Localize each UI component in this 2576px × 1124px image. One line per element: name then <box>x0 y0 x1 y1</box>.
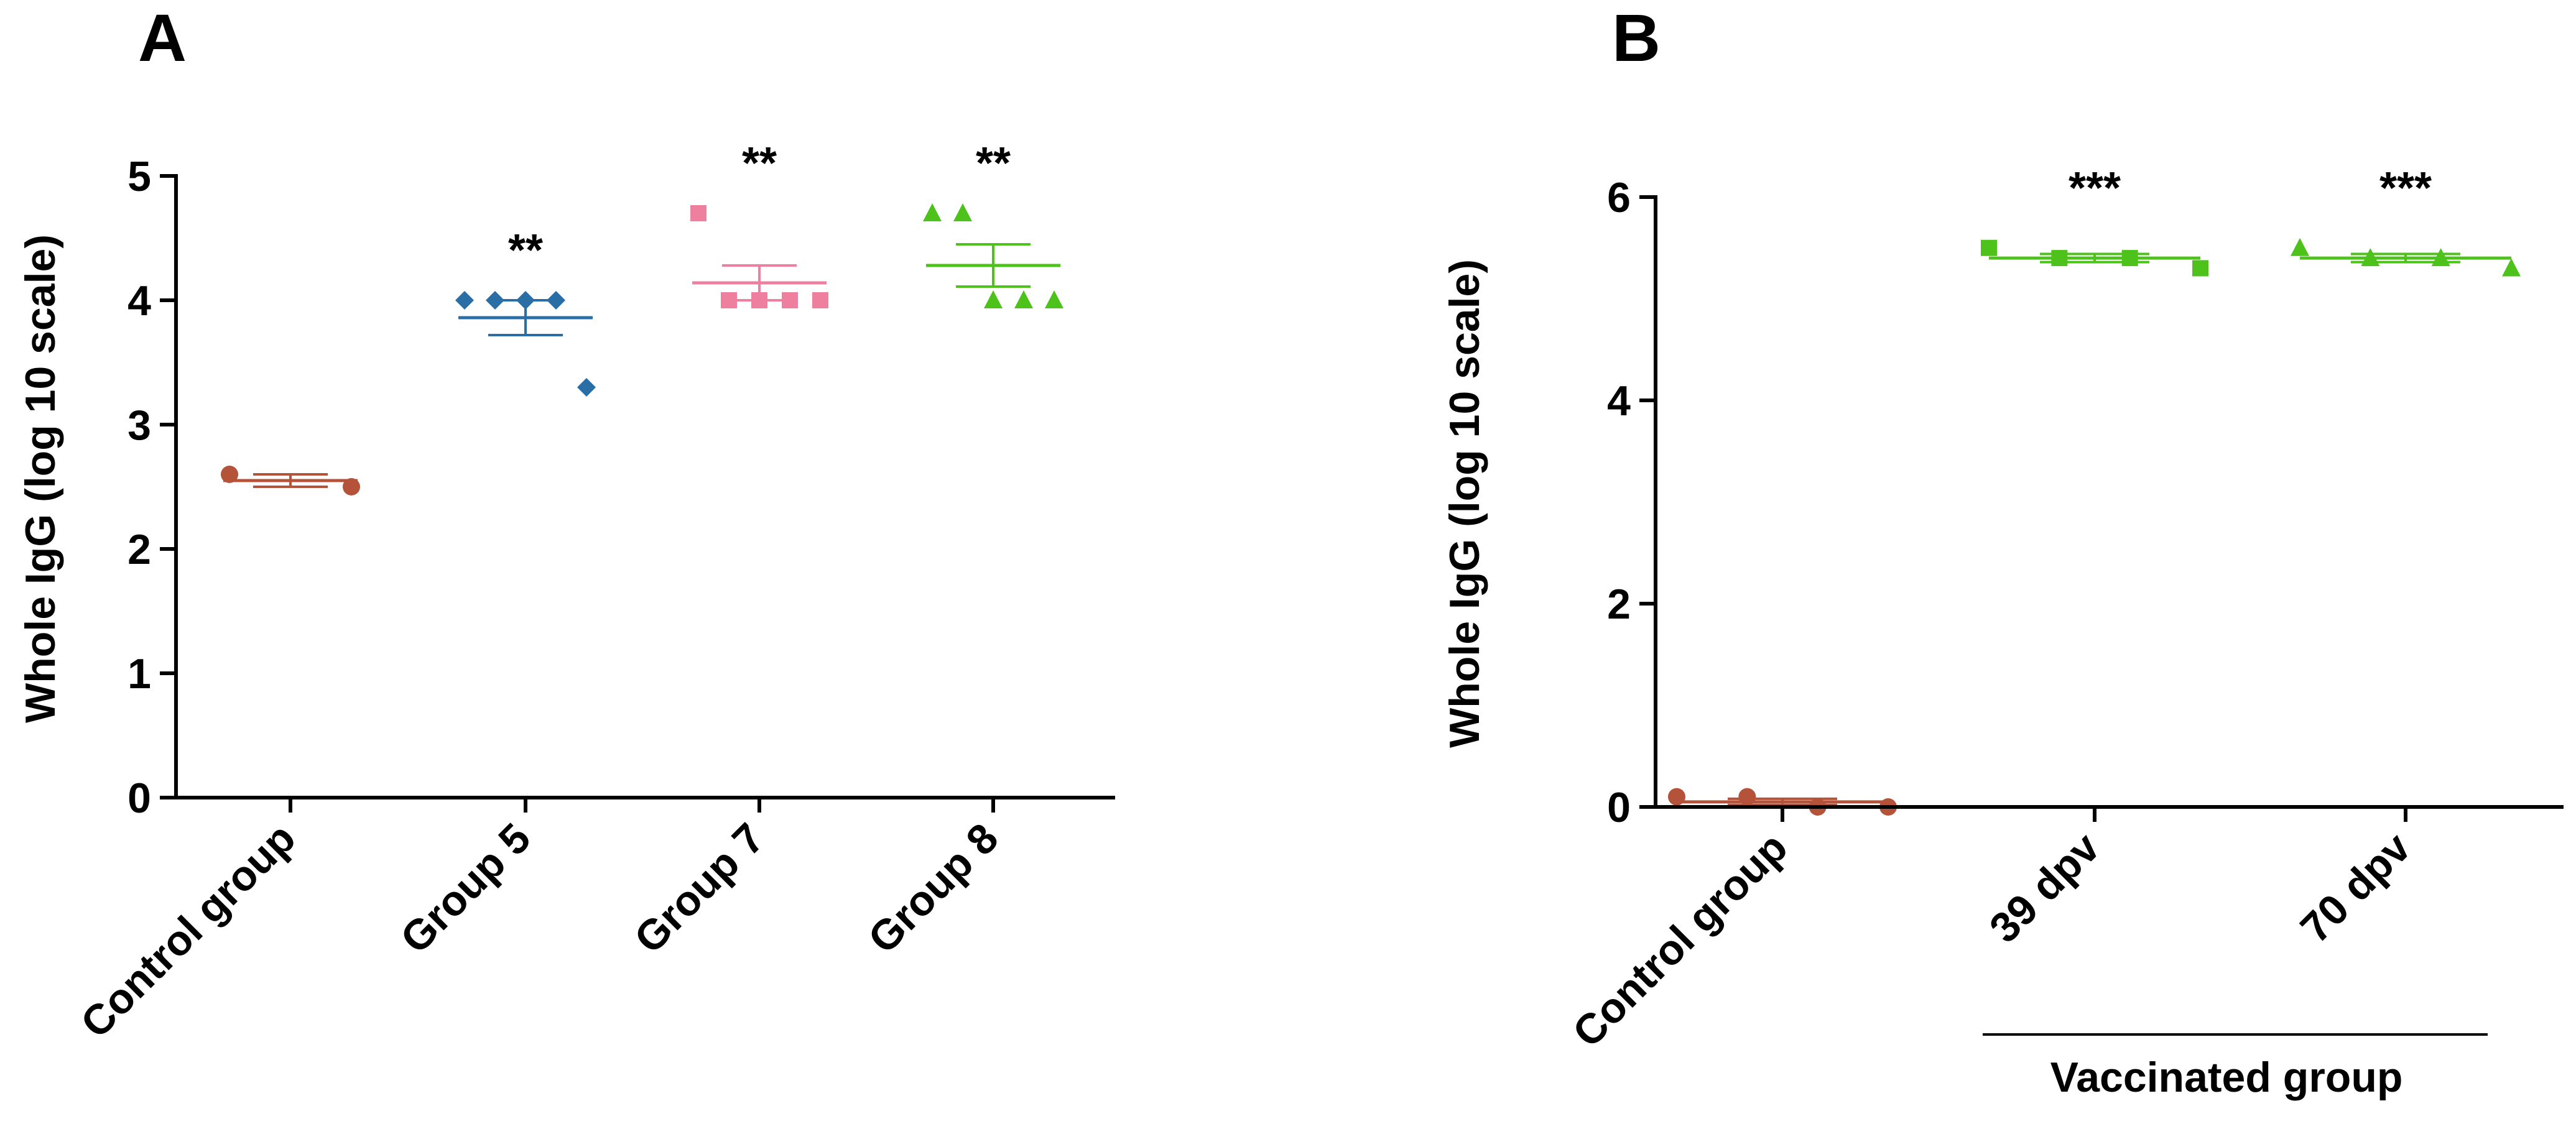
panel-a-y-tick-label: 1 <box>127 650 151 698</box>
panel-b-series-70-dpv <box>2291 237 2521 277</box>
panel-b-y-tick-label: 4 <box>1607 377 1631 425</box>
panel-a-series-group-8 <box>923 203 1063 308</box>
panel-b-y-axis-title: Whole IgG (log 10 scale) <box>1441 259 1488 748</box>
panel-b-y-tick-label: 0 <box>1607 784 1631 831</box>
data-point <box>782 292 798 308</box>
data-point <box>751 292 767 308</box>
data-point <box>486 291 504 310</box>
panel-b-significance-70-dpv: *** <box>2379 164 2432 213</box>
data-point <box>1045 290 1063 308</box>
panel-a-y-tick-label: 3 <box>127 402 151 449</box>
data-point <box>2431 248 2450 267</box>
data-point <box>221 466 238 483</box>
panel-b-series-39-dpv <box>1981 239 2208 277</box>
panel-b-series-control-group <box>1668 788 1897 816</box>
panel-a-significance-group-7: ** <box>742 139 777 188</box>
panel-a-y-tick-label: 4 <box>127 277 151 325</box>
panel-a-y-tick-label: 2 <box>127 526 151 573</box>
data-point <box>1668 788 1685 806</box>
panel-a: A Whole IgG (log 10 scale) 0 1 2 3 4 5 Contro… <box>17 0 1115 1047</box>
data-point <box>2361 248 2380 267</box>
panel-a-series-control-group <box>221 466 360 495</box>
data-point <box>2051 250 2068 267</box>
panel-a-y-tick-label: 5 <box>127 153 151 200</box>
data-point <box>953 203 972 221</box>
data-point <box>2502 258 2521 277</box>
panel-b: B Whole IgG (log 10 scale) 0 2 4 6 Control … <box>1441 0 2564 1101</box>
data-point <box>547 291 565 310</box>
panel-b-letter: B <box>1612 0 1661 75</box>
panel-b-category-label-70-dpv: 70 dpv <box>2292 824 2420 952</box>
data-point <box>2192 260 2208 277</box>
panel-b-category-label-39-dpv: 39 dpv <box>1981 824 2109 952</box>
panel-a-category-label-control-group: Control group <box>72 814 304 1047</box>
data-point <box>2121 250 2138 267</box>
vaccinated-group-bracket-label: Vaccinated group <box>2050 1054 2403 1101</box>
data-point <box>2291 237 2309 256</box>
data-point <box>1738 788 1756 806</box>
data-point <box>455 291 474 310</box>
data-point <box>1014 290 1033 308</box>
panel-b-category-label-control-group: Control group <box>1564 824 1796 1056</box>
panel-a-y-axis-title: Whole IgG (log 10 scale) <box>17 234 64 723</box>
data-point <box>577 378 596 397</box>
data-point <box>923 203 942 221</box>
data-point <box>984 290 1003 308</box>
panel-b-y-tick-label: 6 <box>1607 174 1631 221</box>
panel-a-significance-group-5: ** <box>508 226 543 275</box>
data-point <box>812 292 828 308</box>
panel-a-y-tick-label: 0 <box>127 775 151 822</box>
data-point <box>690 205 707 221</box>
panel-b-significance-39-dpv: *** <box>2069 164 2121 213</box>
panel-a-series-group-7 <box>690 205 828 308</box>
panel-a-significance-group-8: ** <box>976 139 1011 188</box>
data-point <box>343 478 360 495</box>
panel-b-y-tick-label: 2 <box>1607 581 1631 628</box>
panel-a-letter: A <box>138 0 187 75</box>
data-point <box>516 291 535 310</box>
panel-a-category-label-group-5: Group 5 <box>392 814 540 962</box>
panel-a-category-label-group-7: Group 7 <box>626 814 774 962</box>
panel-a-series-group-5 <box>455 291 596 397</box>
data-point <box>721 292 737 308</box>
data-point <box>1981 239 1997 256</box>
panel-a-category-label-group-8: Group 8 <box>859 814 1008 962</box>
